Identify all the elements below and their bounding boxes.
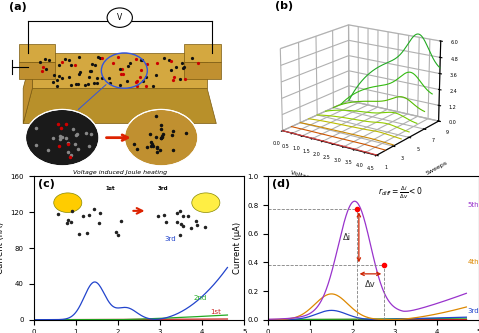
Text: 3rd: 3rd: [164, 236, 176, 242]
Text: 5th: 5th: [467, 202, 479, 208]
Text: Δi: Δi: [343, 233, 351, 242]
Y-axis label: Current (nA): Current (nA): [0, 222, 5, 274]
Polygon shape: [23, 53, 33, 124]
Text: V: V: [117, 13, 122, 22]
Text: 1st: 1st: [211, 309, 221, 315]
Circle shape: [107, 8, 132, 27]
Text: 2nd: 2nd: [194, 295, 207, 301]
Polygon shape: [184, 62, 221, 80]
Y-axis label: Sweeps: Sweeps: [425, 160, 449, 176]
Text: (a): (a): [10, 2, 27, 12]
Text: (d): (d): [273, 179, 291, 189]
Text: Voltage induced Joule heating: Voltage induced Joule heating: [73, 170, 167, 175]
Text: (b): (b): [274, 1, 293, 11]
Text: 3rd: 3rd: [467, 308, 479, 314]
Polygon shape: [23, 88, 217, 124]
Circle shape: [25, 110, 99, 166]
Text: (c): (c): [38, 179, 55, 189]
Text: Δv: Δv: [365, 280, 376, 289]
Polygon shape: [184, 44, 221, 62]
Text: 4th: 4th: [467, 259, 479, 265]
Y-axis label: Current (μA): Current (μA): [233, 222, 242, 274]
Text: $r_{diff} = \frac{\Delta i}{\Delta v} < 0$: $r_{diff} = \frac{\Delta i}{\Delta v} < …: [378, 185, 422, 201]
Polygon shape: [19, 44, 56, 62]
Circle shape: [125, 110, 198, 166]
Polygon shape: [33, 53, 207, 88]
X-axis label: Voltage (V): Voltage (V): [290, 170, 325, 184]
Polygon shape: [19, 62, 56, 80]
